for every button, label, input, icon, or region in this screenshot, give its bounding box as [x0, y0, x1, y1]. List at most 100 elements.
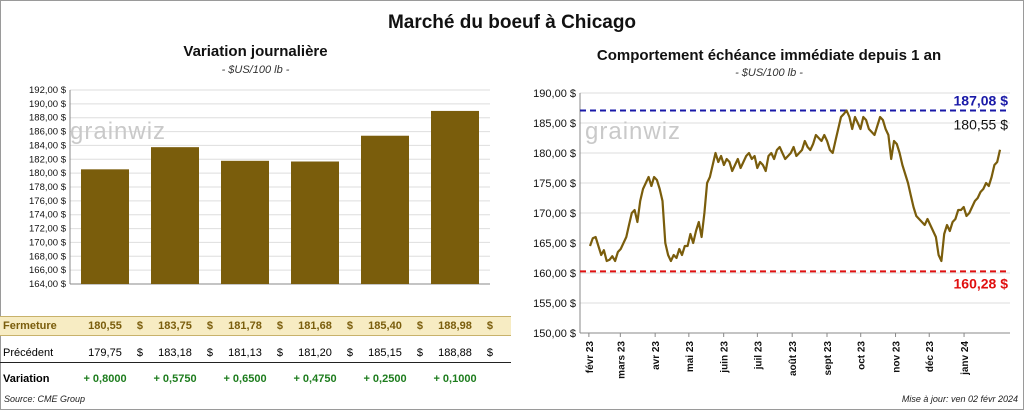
row-label: Précédent	[3, 347, 54, 359]
cell-value: 183,18	[158, 347, 192, 359]
x-tick-label: oct 23	[857, 341, 868, 370]
x-tick-label: août 23	[788, 341, 799, 376]
bar	[361, 135, 409, 284]
table-cell: + 0,6500	[213, 373, 277, 385]
y-tick-label: 174,00 $	[29, 210, 67, 221]
cell-currency: $	[416, 347, 423, 359]
y-tick-label: 170,00 $	[29, 237, 67, 248]
x-tick-label: déc 23	[925, 341, 936, 373]
cell-currency: $	[206, 320, 213, 332]
table-cell: 181,78 $	[213, 320, 283, 332]
table-row-previous: Précédent 179,75 $ 183,18 $181,13 $181,20 $18…	[0, 344, 511, 363]
bar	[431, 110, 479, 284]
right-chart-unit: - $US/100 lb -	[735, 67, 803, 79]
table-cell: 188,88 $	[423, 347, 493, 359]
cell-currency: $	[136, 347, 143, 359]
x-tick-label: mai 23	[685, 341, 696, 373]
y-tick-label: 155,00 $	[533, 298, 576, 310]
table-cell: 180,55 $	[73, 320, 143, 332]
y-tick-label: 175,00 $	[533, 178, 576, 190]
y-tick-label: 186,00 $	[29, 127, 67, 138]
y-tick-label: 164,00 $	[29, 279, 67, 290]
table-cell: 179,75 $	[73, 347, 143, 359]
cell-value: 185,40	[368, 320, 402, 332]
cell-value: + 0,5750	[153, 373, 197, 385]
x-tick-label: mars 23	[616, 341, 627, 379]
y-tick-label: 172,00 $	[29, 224, 67, 235]
watermark-logo: grainwiz	[70, 118, 167, 145]
cell-currency: $	[486, 320, 493, 332]
y-tick-label: 176,00 $	[29, 196, 67, 207]
table-cell: + 0,1000	[423, 373, 487, 385]
bar	[291, 161, 339, 284]
x-tick-label: sept 23	[823, 341, 834, 376]
table-cell: 185,15 $	[353, 347, 423, 359]
table-cell: + 0,8000	[73, 373, 137, 385]
y-tick-label: 180,00 $	[29, 168, 67, 179]
source-note: Source: CME Group	[4, 394, 86, 404]
cell-value: 181,13	[228, 347, 262, 359]
cell-value: + 0,6500	[223, 373, 267, 385]
cell-value: 181,20	[298, 347, 332, 359]
y-tick-label: 192,00 $	[29, 85, 67, 96]
y-tick-label: 180,00 $	[533, 148, 576, 160]
y-tick-label: 150,00 $	[533, 328, 576, 340]
cell-value: 185,15	[368, 347, 402, 359]
bar	[81, 169, 129, 284]
cell-currency: $	[276, 320, 283, 332]
cell-currency: $	[136, 320, 143, 332]
update-note: Mise à jour: ven 02 févr 2024	[901, 394, 1018, 404]
cell-currency: $	[346, 347, 353, 359]
left-chart-title: Variation journalière	[183, 43, 328, 60]
row-label: Fermeture	[3, 320, 57, 332]
cell-value: + 0,4750	[293, 373, 337, 385]
y-tick-label: 166,00 $	[29, 265, 67, 276]
y-tick-label: 185,00 $	[533, 118, 576, 130]
table-cell: 181,68 $	[283, 320, 353, 332]
x-tick-label: nov 23	[892, 341, 903, 373]
cell-value: 181,68	[298, 320, 332, 332]
y-tick-label: 168,00 $	[29, 251, 67, 262]
bar-chart: 164,00 $ 166,00 $ 168,00 $ 170,00 $ 172,00 $…	[29, 85, 490, 290]
table-cell: + 0,4750	[283, 373, 347, 385]
right-chart-title: Comportement échéance immédiate depuis 1…	[596, 47, 942, 64]
cell-value: + 0,2500	[363, 373, 407, 385]
table-row-change: Variation + 0,8000 + 0,5750 + 0,6500 + 0,47…	[0, 370, 511, 388]
y-tick-label: 182,00 $	[29, 154, 67, 165]
bar	[221, 160, 269, 284]
cell-value: 188,88	[438, 347, 472, 359]
x-tick-label: avr 23	[651, 341, 662, 370]
cell-value: 180,55	[88, 320, 122, 332]
table-cell: 181,20 $	[283, 347, 353, 359]
cell-currency: $	[346, 320, 353, 332]
y-tick-label: 188,00 $	[29, 113, 67, 124]
x-tick-label: janv 24	[960, 341, 971, 376]
cell-value: 183,75	[158, 320, 192, 332]
cell-currency: $	[206, 347, 213, 359]
table-cell: 183,18 $	[143, 347, 213, 359]
high-reference-label: 187,08 $	[954, 93, 1009, 109]
cell-currency: $	[276, 347, 283, 359]
table-cell: + 0,5750	[143, 373, 207, 385]
table-cell: 181,13 $	[213, 347, 283, 359]
y-tick-label: 190,00 $	[29, 99, 67, 110]
cell-value: + 0,1000	[433, 373, 477, 385]
cell-value: 181,78	[228, 320, 262, 332]
table-cell: 188,98 $	[423, 320, 493, 332]
y-tick-label: 170,00 $	[533, 208, 576, 220]
cell-value: + 0,8000	[83, 373, 127, 385]
x-tick-label: juil 23	[753, 341, 764, 371]
cell-currency: $	[416, 320, 423, 332]
price-series-line	[588, 109, 1002, 263]
x-tick-label: juin 23	[720, 341, 731, 374]
table-cell: 183,75 $	[143, 320, 213, 332]
watermark-logo-right: grainwiz	[585, 118, 682, 145]
cell-value: 188,98	[438, 320, 472, 332]
cell-currency: $	[486, 347, 493, 359]
table-cell: + 0,2500	[353, 373, 417, 385]
table-cell: 185,40 $	[353, 320, 423, 332]
bar	[151, 147, 199, 284]
table-row-close: Fermeture 180,55 $183,75 $181,78 $181,68 $18…	[0, 316, 511, 336]
y-tick-label: 190,00 $	[533, 88, 576, 100]
left-chart-unit: - $US/100 lb -	[221, 64, 290, 76]
